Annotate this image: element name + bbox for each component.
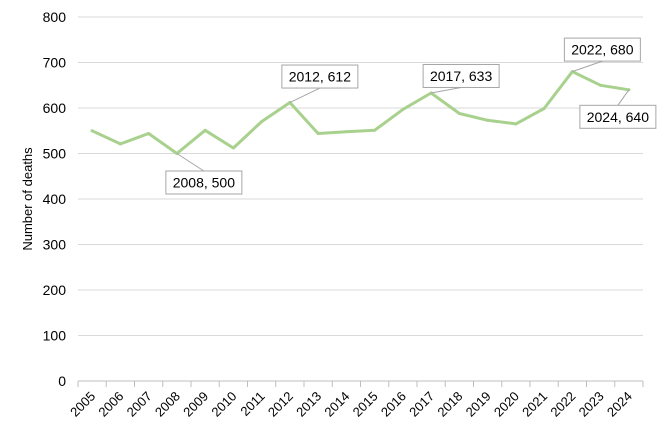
x-tick-label: 2008 bbox=[152, 389, 183, 420]
data-point bbox=[344, 130, 348, 134]
x-tick-label: 2022 bbox=[547, 389, 578, 420]
x-tick-label: 2018 bbox=[434, 389, 465, 420]
axes bbox=[77, 380, 644, 387]
series-line bbox=[90, 70, 631, 155]
callout-leader bbox=[176, 153, 205, 172]
data-point bbox=[260, 120, 264, 124]
y-tick-label: 300 bbox=[43, 237, 67, 253]
x-tick-label: 2024 bbox=[604, 389, 635, 420]
callout-label: 2022, 680 bbox=[571, 42, 633, 58]
data-point bbox=[118, 142, 122, 146]
data-point bbox=[203, 128, 207, 132]
callout-box bbox=[281, 64, 359, 89]
y-tick-labels: 0 100 200 300 400 500 600 700 800 bbox=[43, 9, 67, 389]
x-tick-label: 2017 bbox=[406, 389, 437, 420]
data-point bbox=[401, 107, 405, 111]
callout-box bbox=[579, 104, 657, 129]
x-tick-label: 2016 bbox=[378, 389, 409, 420]
callout-box bbox=[422, 63, 500, 88]
x-tick-label: 2023 bbox=[576, 389, 607, 420]
x-tick-labels: 2005200620072008200920102011201220132014… bbox=[67, 389, 635, 420]
y-tick-label: 200 bbox=[43, 282, 67, 298]
data-point bbox=[90, 129, 94, 133]
data-point bbox=[599, 83, 603, 87]
callout-leader bbox=[572, 60, 603, 73]
x-tick-label: 2014 bbox=[321, 389, 352, 420]
data-point bbox=[457, 111, 461, 115]
callout-box bbox=[563, 37, 641, 62]
x-tick-label: 2019 bbox=[463, 389, 494, 420]
callout: 2012, 612 bbox=[281, 64, 359, 103]
callout: 2017, 633 bbox=[422, 63, 500, 94]
x-tick-label: 2015 bbox=[350, 389, 381, 420]
x-tick-label: 2013 bbox=[293, 389, 324, 420]
callout: 2024, 640 bbox=[579, 89, 657, 129]
series-layer bbox=[90, 70, 631, 155]
y-tick-label: 500 bbox=[43, 146, 67, 162]
y-tick-label: 0 bbox=[58, 373, 66, 389]
x-tick-label: 2007 bbox=[124, 389, 155, 420]
x-tick-label: 2009 bbox=[180, 389, 211, 420]
x-tick-label: 2010 bbox=[208, 389, 239, 420]
x-tick-label: 2020 bbox=[491, 389, 522, 420]
data-point bbox=[316, 131, 320, 135]
x-tick-label: 2012 bbox=[265, 389, 296, 420]
y-tick-label: 600 bbox=[43, 100, 67, 116]
callout-leader bbox=[431, 86, 462, 94]
gridlines bbox=[78, 16, 643, 336]
data-point bbox=[373, 128, 377, 132]
y-tick-label: 700 bbox=[43, 55, 67, 71]
y-tick-label: 400 bbox=[43, 191, 67, 207]
data-point bbox=[514, 122, 518, 126]
data-point bbox=[231, 146, 235, 150]
callout-leader bbox=[617, 89, 630, 106]
data-point bbox=[486, 118, 490, 122]
callout-label: 2024, 640 bbox=[587, 109, 649, 125]
y-tick-label: 100 bbox=[43, 328, 67, 344]
data-point bbox=[542, 106, 546, 110]
x-tick-label: 2005 bbox=[67, 389, 98, 420]
x-tick-label: 2021 bbox=[519, 389, 550, 420]
y-axis-title: Number of deaths bbox=[20, 147, 35, 251]
callout-label: 2008, 500 bbox=[173, 175, 235, 191]
callout-label: 2017, 633 bbox=[430, 68, 492, 84]
x-tick-label: 2006 bbox=[95, 389, 126, 420]
data-callouts: 2008, 500 2012, 612 2017, 633 2022, 680 2024… bbox=[165, 37, 657, 195]
callout-leader bbox=[289, 87, 321, 103]
callout-label: 2012, 612 bbox=[289, 69, 351, 85]
data-point bbox=[147, 131, 151, 135]
callout: 2008, 500 bbox=[165, 153, 243, 195]
x-tick-label: 2011 bbox=[237, 389, 267, 419]
callout: 2022, 680 bbox=[563, 37, 641, 73]
callout-box bbox=[165, 170, 243, 195]
y-tick-label: 800 bbox=[43, 9, 67, 25]
